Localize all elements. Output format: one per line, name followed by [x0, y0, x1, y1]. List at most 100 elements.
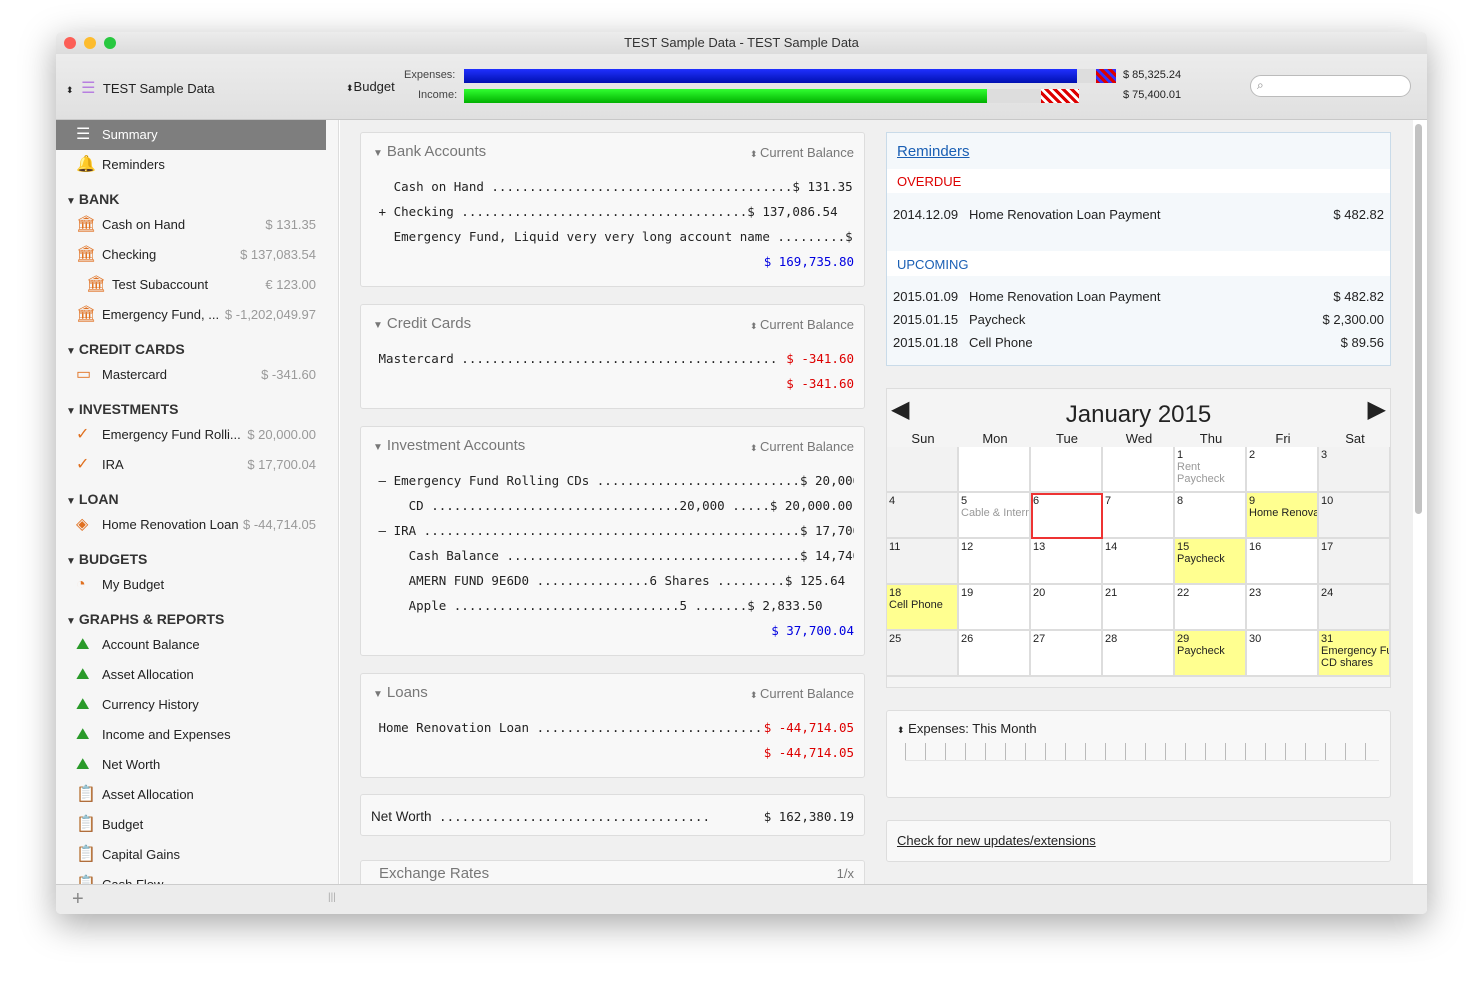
sidebar-account-item[interactable]: 📋 Asset Allocation — [56, 780, 326, 810]
sidebar-resize-handle[interactable]: ||| — [328, 892, 336, 903]
sidebar-account-item[interactable]: ⛰ Net Worth — [56, 750, 326, 780]
sidebar-account-item[interactable]: ⛰ Income and Expenses — [56, 720, 326, 750]
calendar-day[interactable]: 5 Cable & Intern — [959, 493, 1031, 539]
calendar-day[interactable]: 24 — [1319, 585, 1391, 631]
sort-selector[interactable]: ⬍ Current Balance — [750, 145, 854, 160]
search-input[interactable]: ⌕ — [1250, 75, 1411, 97]
calendar-day[interactable]: 12 — [959, 539, 1031, 585]
reminder-row[interactable]: 2015.01.15 Paycheck $ 2,300.00 — [893, 312, 1384, 332]
sidebar-account-item[interactable]: ◔ My Budget — [56, 570, 326, 600]
zoom-button[interactable] — [104, 37, 116, 49]
sidebar-account-item[interactable]: ▭ Mastercard $ -341.60 — [56, 360, 326, 390]
sidebar-account-item[interactable]: ◈ Home Renovation Loan $ -44,714.05 — [56, 510, 326, 540]
sidebar-section-header[interactable]: ▼ BUDGETS — [66, 551, 147, 567]
sidebar-account-item[interactable]: 🏛 Test Subaccount € 123.00 — [56, 270, 326, 300]
calendar-day[interactable]: 27 — [1031, 631, 1103, 677]
calendar-day[interactable]: 13 — [1031, 539, 1103, 585]
account-row[interactable]: Emergency Fund, Liquid very very long ac… — [371, 229, 854, 244]
expenses-period-selector[interactable]: ⬍ Expenses: This Month — [897, 721, 1037, 736]
sidebar-section-header[interactable]: ▼ BANK — [66, 191, 119, 207]
sidebar-section-header[interactable]: ▼ LOAN — [66, 491, 119, 507]
calendar-day[interactable]: 29 Paycheck — [1175, 631, 1247, 677]
reminders-link[interactable]: Reminders — [897, 143, 970, 160]
close-button[interactable] — [64, 37, 76, 49]
account-row[interactable]: Apple ..............................5 ..… — [371, 598, 854, 613]
day-number: 5 — [961, 495, 968, 507]
account-row[interactable]: — Emergency Fund Rolling CDs ...........… — [371, 473, 854, 488]
calendar-day[interactable] — [1031, 447, 1103, 493]
sidebar-account-item[interactable]: ✓ IRA $ 17,700.04 — [56, 450, 326, 480]
prev-month-button[interactable]: ◀ — [891, 396, 910, 423]
account-row[interactable]: Cash Balance ...........................… — [371, 548, 854, 563]
calendar-day[interactable]: 2 — [1247, 447, 1319, 493]
calendar-day[interactable]: 1 Rent Paycheck — [1175, 447, 1247, 493]
calendar-day[interactable] — [1103, 447, 1175, 493]
check-updates-link[interactable]: Check for new updates/extensions — [897, 833, 1096, 848]
minimize-button[interactable] — [84, 37, 96, 49]
calendar-day[interactable]: 30 — [1247, 631, 1319, 677]
calendar-day[interactable]: 18 Cell Phone — [887, 585, 959, 631]
budget-selector[interactable]: ⬍Budget — [346, 79, 395, 94]
sidebar-account-item[interactable]: 📋 Budget — [56, 810, 326, 840]
sidebar-account-item[interactable]: ✓ Emergency Fund Rolli... $ 20,000.00 — [56, 420, 326, 450]
calendar-day[interactable]: 11 — [887, 539, 959, 585]
calendar-day[interactable]: 17 — [1319, 539, 1391, 585]
reminder-row[interactable]: 2015.01.18 Cell Phone $ 89.56 — [893, 335, 1384, 355]
account-row[interactable]: AMERN FUND 9E6D0 ...............6 Shares… — [371, 573, 854, 588]
calendar-day[interactable]: 8 — [1175, 493, 1247, 539]
sidebar-section-header[interactable]: ▼ INVESTMENTS — [66, 401, 178, 417]
calendar-day[interactable]: 4 — [887, 493, 959, 539]
calendar-day[interactable]: 10 — [1319, 493, 1391, 539]
account-row[interactable]: + Checking .............................… — [371, 204, 854, 219]
panel-title[interactable]: ▼ Loans — [373, 684, 428, 701]
calendar-day[interactable]: 3 — [1319, 447, 1391, 493]
account-row[interactable]: Home Renovation Loan ...................… — [371, 720, 854, 735]
sort-selector[interactable]: ⬍ Current Balance — [750, 317, 854, 332]
calendar-day[interactable]: 28 — [1103, 631, 1175, 677]
sidebar-account-item[interactable]: ⛰ Asset Allocation — [56, 660, 326, 690]
calendar-day[interactable]: 25 — [887, 631, 959, 677]
panel-title[interactable]: ▼ Bank Accounts — [373, 143, 486, 160]
account-row[interactable]: CD .................................20,0… — [371, 498, 854, 513]
calendar-day[interactable]: 23 — [1247, 585, 1319, 631]
calendar-day[interactable] — [959, 447, 1031, 493]
sidebar-item-summary[interactable]: ☰ Summary — [56, 120, 326, 150]
sidebar-account-item[interactable]: ⛰ Currency History — [56, 690, 326, 720]
sidebar-item-reminders[interactable]: 🔔 Reminders — [56, 150, 326, 180]
calendar-day[interactable]: 26 — [959, 631, 1031, 677]
calendar-day[interactable]: 7 — [1103, 493, 1175, 539]
sort-selector[interactable]: ⬍ Current Balance — [750, 686, 854, 701]
calendar-day[interactable] — [887, 447, 959, 493]
reminder-row[interactable]: 2014.12.09 Home Renovation Loan Payment $ … — [893, 207, 1384, 227]
reminder-row[interactable]: 2015.01.09 Home Renovation Loan Payment $ … — [893, 289, 1384, 309]
sidebar-account-item[interactable]: 🏛 Cash on Hand $ 131.35 — [56, 210, 326, 240]
sidebar-account-item[interactable]: 🏛 Checking $ 137,083.54 — [56, 240, 326, 270]
sidebar-section-header[interactable]: ▼ GRAPHS & REPORTS — [66, 611, 224, 627]
calendar-day[interactable]: 20 — [1031, 585, 1103, 631]
next-month-button[interactable]: ▶ — [1367, 396, 1386, 423]
sidebar-account-item[interactable]: 🏛 Emergency Fund, ... $ -1,202,049.97 — [56, 300, 326, 330]
sidebar-section-header[interactable]: ▼ CREDIT CARDS — [66, 341, 185, 357]
file-selector[interactable]: ⬍ ☰ TEST Sample Data — [66, 78, 215, 98]
calendar-day[interactable]: 31 Emergency Fu CD shares — [1319, 631, 1391, 677]
calendar-day[interactable]: 9 Home Renova — [1247, 493, 1319, 539]
scrollbar[interactable] — [1415, 124, 1422, 514]
calendar-day[interactable]: 21 — [1103, 585, 1175, 631]
calendar-day[interactable]: 16 — [1247, 539, 1319, 585]
sort-selector[interactable]: ⬍ Current Balance — [750, 439, 854, 454]
add-account-button[interactable]: + — [72, 888, 84, 910]
account-row[interactable]: Mastercard .............................… — [371, 351, 854, 366]
account-row[interactable]: — IRA ..................................… — [371, 523, 854, 538]
exchange-rates-toggle[interactable]: 1/x — [836, 866, 854, 881]
calendar-day[interactable]: 14 — [1103, 539, 1175, 585]
calendar-day[interactable]: 22 — [1175, 585, 1247, 631]
sidebar-account-item[interactable]: 📋 Cash Flow — [56, 870, 326, 884]
calendar-day[interactable]: 6 — [1031, 493, 1103, 539]
calendar-day[interactable]: 15 Paycheck — [1175, 539, 1247, 585]
calendar-day[interactable]: 19 — [959, 585, 1031, 631]
panel-title[interactable]: ▼ Credit Cards — [373, 315, 471, 332]
sidebar-account-item[interactable]: 📋 Capital Gains — [56, 840, 326, 870]
panel-title[interactable]: ▼ Investment Accounts — [373, 437, 525, 454]
sidebar-account-item[interactable]: ⛰ Account Balance — [56, 630, 326, 660]
account-row[interactable]: Cash on Hand ...........................… — [371, 179, 854, 194]
